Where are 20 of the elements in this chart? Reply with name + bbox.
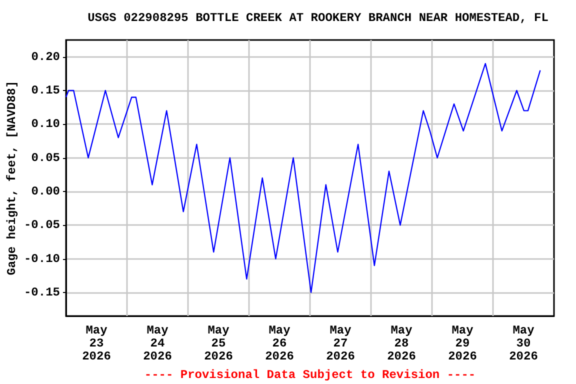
x-tick-label: May 28 2026	[387, 324, 416, 364]
x-tick-label: May 23 2026	[82, 324, 111, 364]
y-tick-label: 0.15	[31, 83, 60, 98]
x-tick-label: May 26 2026	[265, 324, 294, 364]
y-tick-label: -0.15	[24, 285, 60, 300]
chart-title: USGS 022908295 BOTTLE CREEK AT ROOKERY BRANCH NEAR HOMESTEAD, FL	[88, 11, 548, 25]
line-series	[65, 62, 541, 294]
y-tick-label: -0.10	[24, 252, 60, 266]
y-tick-label: 0.10	[31, 117, 60, 132]
x-tick-label: May 30 2026	[509, 324, 538, 364]
y-tick-label: -0.05	[24, 218, 60, 232]
y-tick-label: 0.20	[31, 50, 60, 64]
x-tick-label: May 27 2026	[326, 324, 355, 364]
text: ---- Provisional Data Subject to Revision ----	[144, 368, 476, 382]
x-tick-label: May 25 2026	[204, 324, 233, 364]
y-axis-title: Gage height, feet, [NAVD88]	[5, 80, 19, 276]
y-tick-label: 0.05	[31, 150, 60, 165]
x-tick-label: May 24 2026	[143, 324, 172, 364]
y-tick-label: 0.00	[31, 184, 60, 198]
x-tick-label: May 29 2026	[448, 324, 477, 364]
